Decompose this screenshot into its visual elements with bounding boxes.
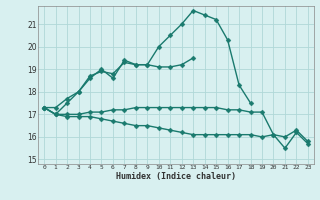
X-axis label: Humidex (Indice chaleur): Humidex (Indice chaleur) xyxy=(116,172,236,181)
